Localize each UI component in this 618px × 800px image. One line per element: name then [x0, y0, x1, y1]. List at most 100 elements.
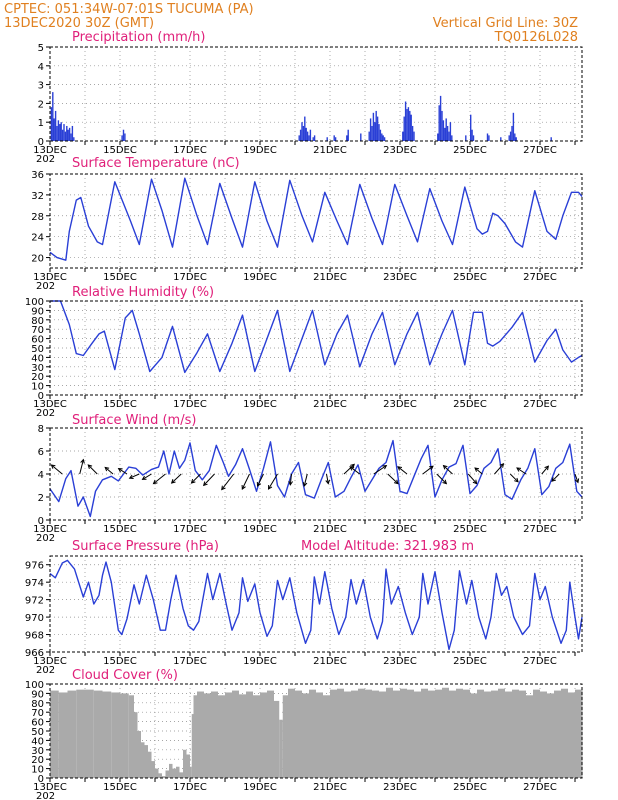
cloud-bar — [400, 688, 407, 778]
wind-vector — [129, 473, 140, 479]
wind-arrowhead — [80, 458, 85, 464]
y-tick-label: 10 — [31, 765, 44, 776]
y-tick-label: 968 — [25, 631, 44, 642]
x-tick-label: 27DEC — [523, 782, 557, 793]
x-tick-label: 27DEC — [523, 399, 557, 410]
humidity-title: Relative Humidity (%) — [72, 285, 214, 300]
wind-arrowhead — [104, 466, 110, 472]
y-tick-label: 0 — [38, 137, 44, 148]
x-tick-label: 23DEC — [383, 782, 417, 793]
wind-vector — [467, 473, 478, 484]
wind-arrowhead — [170, 479, 176, 484]
wind-title: Surface Wind (m/s) — [72, 413, 196, 428]
precip-bar — [71, 125, 74, 141]
precip-bar — [508, 135, 510, 141]
precip-bar — [368, 131, 370, 141]
y-tick-label: 50 — [31, 727, 44, 738]
wind-arrowhead — [514, 477, 519, 483]
cloud-bar — [282, 695, 288, 778]
precip-bar — [63, 124, 65, 141]
y-tick-label: 1 — [38, 118, 44, 129]
cloud-bar — [407, 689, 414, 778]
precip-bar — [302, 125, 305, 141]
cloud-bar — [351, 690, 358, 778]
cloud-bar — [554, 690, 561, 778]
precip-bar — [309, 129, 312, 141]
wind-vector — [326, 473, 329, 484]
wind-vector — [241, 473, 250, 490]
y-tick-label: 20 — [31, 755, 44, 766]
cloud-bar — [85, 689, 94, 778]
y-tick-label: 10 — [31, 382, 44, 393]
y-tick-label: 60 — [31, 718, 44, 729]
precip-bar — [488, 135, 490, 141]
x-tick-label: 19DEC — [243, 782, 277, 793]
cloud-bar — [176, 766, 180, 778]
x-tick-label: 27DEC — [523, 272, 557, 283]
cloud-bar — [421, 688, 428, 778]
precip-bar — [470, 114, 472, 141]
x-year-stub: 202 — [36, 791, 55, 800]
precip-bar — [441, 110, 443, 141]
y-tick-label: 90 — [31, 689, 44, 700]
precip-bar — [407, 107, 410, 141]
cloud-bar — [491, 690, 498, 778]
precip-bar — [403, 116, 405, 141]
wind-vector — [104, 467, 114, 475]
x-tick-label: 13DEC — [33, 656, 67, 667]
precip-bar — [304, 116, 306, 141]
x-year-stub: 202 — [36, 533, 55, 544]
cloud-bar — [211, 691, 218, 778]
x-tick-label: 15DEC — [103, 272, 137, 283]
precip-bar — [56, 125, 58, 141]
y-tick-label: 3 — [38, 81, 44, 92]
wind-vector — [191, 473, 201, 484]
wind-vector — [474, 467, 483, 475]
y-tick-label: 30 — [31, 746, 44, 757]
precip-bar — [511, 125, 513, 141]
cloud-bar — [519, 690, 526, 778]
cloud-bar — [155, 768, 159, 778]
cloud-bar — [477, 689, 484, 778]
y-tick-label: 2 — [38, 99, 44, 110]
x-tick-label: 21DEC — [313, 145, 347, 156]
wind-vector — [142, 473, 152, 480]
precip-bar — [298, 135, 300, 141]
cloud-bar — [50, 690, 59, 778]
cloud-bar — [111, 692, 120, 778]
y-tick-label: 30 — [31, 363, 44, 374]
precip-bar — [437, 133, 439, 141]
precip-bar — [372, 112, 375, 141]
y-tick-label: 80 — [31, 699, 44, 710]
cloud-bar — [144, 745, 148, 778]
precip-bar — [451, 135, 453, 141]
x-tick-label: 19DEC — [243, 145, 277, 156]
y-tick-label: 2 — [38, 493, 44, 504]
cloud-bar — [267, 690, 274, 778]
cloud-bar — [533, 689, 540, 778]
wind-arrowhead — [544, 465, 550, 471]
wind-vector — [203, 473, 215, 486]
cloud-bar — [172, 768, 176, 778]
panel-frame — [49, 173, 583, 269]
cloud-bar — [232, 690, 239, 778]
precip-bar — [445, 118, 447, 141]
wind-arrowhead — [190, 479, 196, 484]
cloud-bar — [316, 692, 323, 778]
cloud-bar — [179, 772, 183, 778]
x-tick-label: 21DEC — [313, 656, 347, 667]
precip-bar — [66, 125, 68, 141]
precip-bar — [375, 110, 377, 141]
precip-bar — [53, 118, 55, 141]
precip-bar — [333, 135, 335, 141]
cloud-bar — [186, 754, 190, 778]
x-tick-label: 17DEC — [173, 145, 207, 156]
cloud-bar — [102, 691, 112, 778]
y-tick-label: 976 — [25, 561, 44, 572]
wind-vector — [51, 464, 63, 475]
precip-bar — [122, 129, 125, 141]
precip-bar — [360, 133, 362, 141]
x-tick-label: 15DEC — [103, 399, 137, 410]
y-tick-label: 36 — [31, 170, 44, 181]
cloud-bar — [225, 692, 232, 778]
